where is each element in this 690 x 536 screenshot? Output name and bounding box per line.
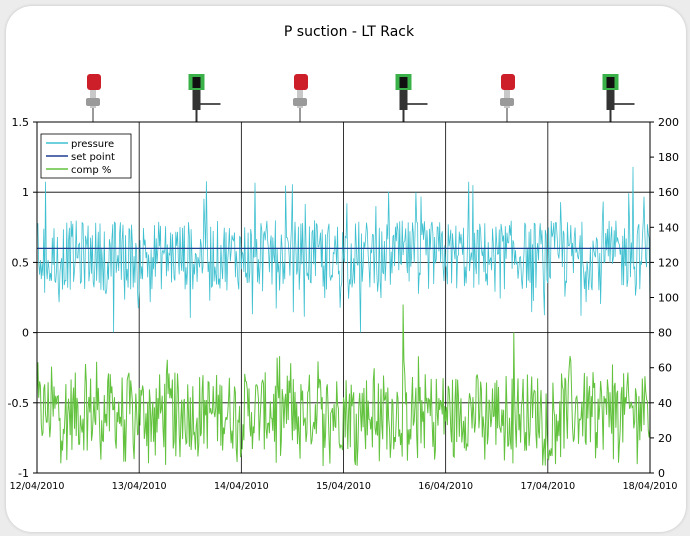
valve-stem [606,90,615,110]
x-tick-label: 16/04/2010 [418,481,473,492]
y-right-tick-label: 40 [658,397,672,410]
chart-title: P suction - LT Rack [284,24,415,40]
y-right-tick-label: 60 [658,362,672,375]
y-left-tick-label: -1 [18,467,29,480]
valve-body [293,98,307,106]
legend-box: pressure set point comp % [40,133,132,179]
chart-card: P suction - LT Rack 1.5 1 0.5 0 -0.5 -1 200 180… [6,6,686,532]
y-right-tick-label: 100 [658,292,679,305]
comp-percent-line [36,304,651,467]
valve-window [606,77,615,88]
legend-label: set point [71,152,115,163]
pressure-line [36,166,651,333]
green-valve-closed-icon [395,74,428,132]
legend: pressure set point comp % [40,133,132,179]
chart: P suction - LT Rack 1.510.50-0.5-1200180… [8,24,679,492]
valve-window [192,77,201,88]
y-right-tick-label: 0 [658,467,665,480]
series [36,166,651,467]
valve-window [399,77,408,88]
y-right-tick-label: 80 [658,327,672,340]
y-left-tick-label: 0 [22,327,29,340]
x-tick-label: 17/04/2010 [520,481,575,492]
y-right-tick-label: 160 [658,186,679,199]
valve-stem [192,90,201,110]
axes: 1.510.50-0.5-120018016014012010080604020… [8,116,679,492]
y-left-tick-label: 1.5 [12,116,30,129]
legend-label: pressure [71,139,114,150]
valve-actuator [87,74,101,90]
valve-actuator [294,74,308,90]
x-tick-label: 12/04/2010 [10,481,65,492]
y-left-tick-label: -0.5 [8,397,29,410]
valve-body [500,98,514,106]
x-tick-label: 13/04/2010 [112,481,167,492]
valve-stem [399,90,408,110]
y-right-tick-label: 200 [658,116,679,129]
y-right-tick-label: 180 [658,151,679,164]
x-tick-label: 15/04/2010 [316,481,371,492]
green-valve-closed-icon [602,74,635,132]
red-valve-open-icon [500,74,515,132]
y-left-tick-label: 0.5 [12,256,30,269]
legend-label: comp % [71,165,111,176]
y-left-tick-label: 1 [22,186,29,199]
x-tick-label: 18/04/2010 [623,481,678,492]
valve-actuator [501,74,515,90]
y-right-tick-label: 120 [658,256,679,269]
valve-body [86,98,100,106]
y-right-tick-label: 20 [658,432,672,445]
y-right-tick-label: 140 [658,221,679,234]
x-tick-label: 14/04/2010 [214,481,269,492]
